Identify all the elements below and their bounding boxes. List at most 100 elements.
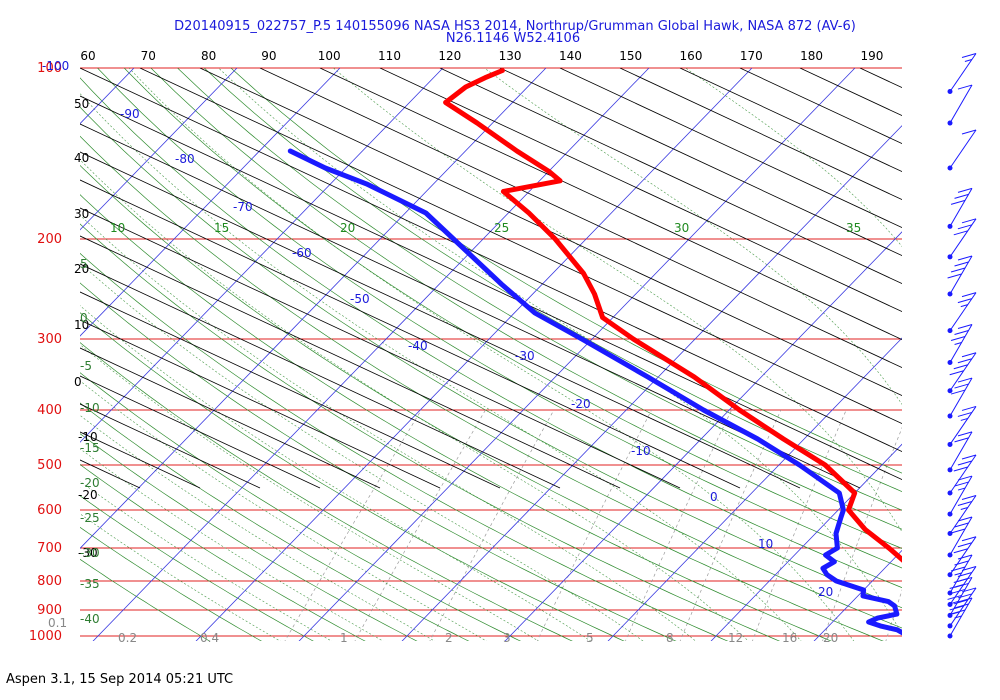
- wind-barb: [947, 431, 973, 473]
- moist-adiabat-label: 5: [80, 257, 88, 271]
- wind-barb: [947, 324, 973, 366]
- isotherm-label: -70: [233, 200, 253, 214]
- isotherm-label: -10: [631, 444, 651, 458]
- dry-adiabat: [80, 77, 902, 589]
- isotherm-black-line: [80, 375, 321, 489]
- top-axis-label: 140: [559, 49, 582, 63]
- dry-adiabat: [80, 106, 902, 609]
- isotherms: [80, 68, 1000, 648]
- isotherm-black-line: [80, 319, 441, 489]
- dry-adiabat: [80, 252, 729, 641]
- wind-barb-staff: [949, 324, 973, 363]
- wind-barb-half: [960, 417, 968, 421]
- wind-barb-staff: [949, 129, 977, 169]
- isotherm-black-line: [80, 347, 381, 489]
- isotherm-black-line: [80, 95, 902, 481]
- left-axis-label: 20: [74, 262, 89, 276]
- wind-barb-staff: [949, 218, 977, 258]
- wind-barb: [947, 53, 977, 95]
- wind-barb-feather: [961, 587, 977, 593]
- wind-barb-half: [954, 572, 962, 576]
- mixing-ratio-line: [679, 409, 782, 641]
- top-axis-label: 190: [860, 49, 883, 63]
- wind-barb-half: [954, 342, 962, 345]
- isotherm-black-line: [920, 68, 1000, 488]
- wind-barb-feather: [957, 84, 973, 90]
- wind-barb-feather: [950, 609, 966, 615]
- wind-barb-feather: [954, 603, 969, 609]
- mixing-ratio-label: 0.4: [200, 631, 219, 645]
- temperature-trace: [443, 68, 902, 563]
- wind-barb-feather: [957, 576, 973, 582]
- mixing-ratio-line: [354, 409, 486, 641]
- wind-barb-staff: [949, 352, 977, 392]
- pressure-tick-label: 100: [37, 61, 62, 76]
- isotherm-line: [504, 231, 902, 641]
- wind-barb: [947, 292, 977, 334]
- dry-adiabat: [80, 433, 418, 641]
- wind-barb-staff: [949, 516, 973, 556]
- wind-barb-feather: [957, 460, 973, 466]
- isotherm-line: [298, 68, 856, 641]
- moist-adiabat: [80, 305, 592, 641]
- wind-barb: [947, 405, 977, 447]
- wind-barb-feather: [950, 588, 966, 594]
- wind-barb-staff: [949, 475, 973, 515]
- top-axis-label: 130: [499, 49, 522, 63]
- isotherm-black-line: [980, 68, 1000, 488]
- wind-barb-feather: [947, 594, 962, 600]
- mixing-ratio-label: 5: [586, 631, 594, 645]
- dry-adiabat: [177, 68, 902, 511]
- wind-barb-feather: [957, 516, 973, 522]
- mixing-ratio-label: 20: [823, 631, 838, 645]
- dry-adiabat: [80, 558, 211, 641]
- dry-adiabat: [80, 402, 470, 641]
- wind-barb-feather: [957, 224, 973, 230]
- pressure-tick-label: 300: [37, 332, 62, 347]
- top-axis-label: 110: [378, 49, 401, 63]
- isotherm-line: [401, 125, 902, 641]
- moist-adiabat: [484, 68, 902, 405]
- wind-barb-staff: [949, 255, 973, 295]
- dry-adiabat: [80, 372, 522, 641]
- wind-barb-feather: [957, 593, 973, 599]
- wind-barb-feather: [949, 370, 964, 376]
- dry-adiabat: [80, 464, 366, 641]
- wind-barb: [947, 536, 977, 578]
- isotherm-black-line: [80, 151, 801, 489]
- wind-barb-feather: [957, 187, 973, 193]
- pressure-tick-label: 400: [37, 403, 62, 418]
- isotherm-black-line: [0, 68, 20, 488]
- moist-adiabat: [80, 448, 384, 641]
- isotherm-black-line: [739, 68, 902, 145]
- footer-text: Aspen 3.1, 15 Sep 2014 05:21 UTC: [6, 672, 234, 687]
- left-axis-label: -20: [78, 488, 98, 502]
- wind-barb-feather: [961, 454, 977, 460]
- wind-barb-feather: [961, 292, 977, 298]
- mixing-ratio-line: [752, 409, 847, 641]
- wind-barb: [947, 352, 977, 394]
- wind-barb: [947, 129, 977, 171]
- wind-barb: [947, 377, 973, 419]
- wind-barb-feather: [961, 405, 977, 411]
- wind-barb-feather: [954, 582, 969, 588]
- wind-barb-feather: [961, 565, 977, 571]
- wind-barb-feather: [957, 377, 973, 383]
- isobar-grid: [80, 67, 902, 637]
- left-axis-label: -10: [78, 430, 98, 444]
- dry-adiabat: [80, 495, 314, 641]
- wind-barb: [947, 454, 977, 496]
- isotherm-black-line: [499, 68, 902, 257]
- wind-barb-feather: [961, 352, 977, 358]
- isotherm-black-line: [259, 68, 902, 369]
- top-axis-label: 70: [141, 49, 156, 63]
- moist-adiabat: [80, 93, 802, 641]
- wind-barb-feather: [950, 199, 966, 205]
- dry-adiabat: [80, 194, 832, 641]
- dry-adiabat-label: 10: [110, 221, 125, 235]
- dry-adiabat: [230, 68, 902, 474]
- moist-adiabat-label: 0: [80, 311, 88, 325]
- wind-barb-staff: [949, 406, 977, 445]
- isotherm-line: [910, 68, 1000, 648]
- top-axis-label: 90: [261, 49, 276, 63]
